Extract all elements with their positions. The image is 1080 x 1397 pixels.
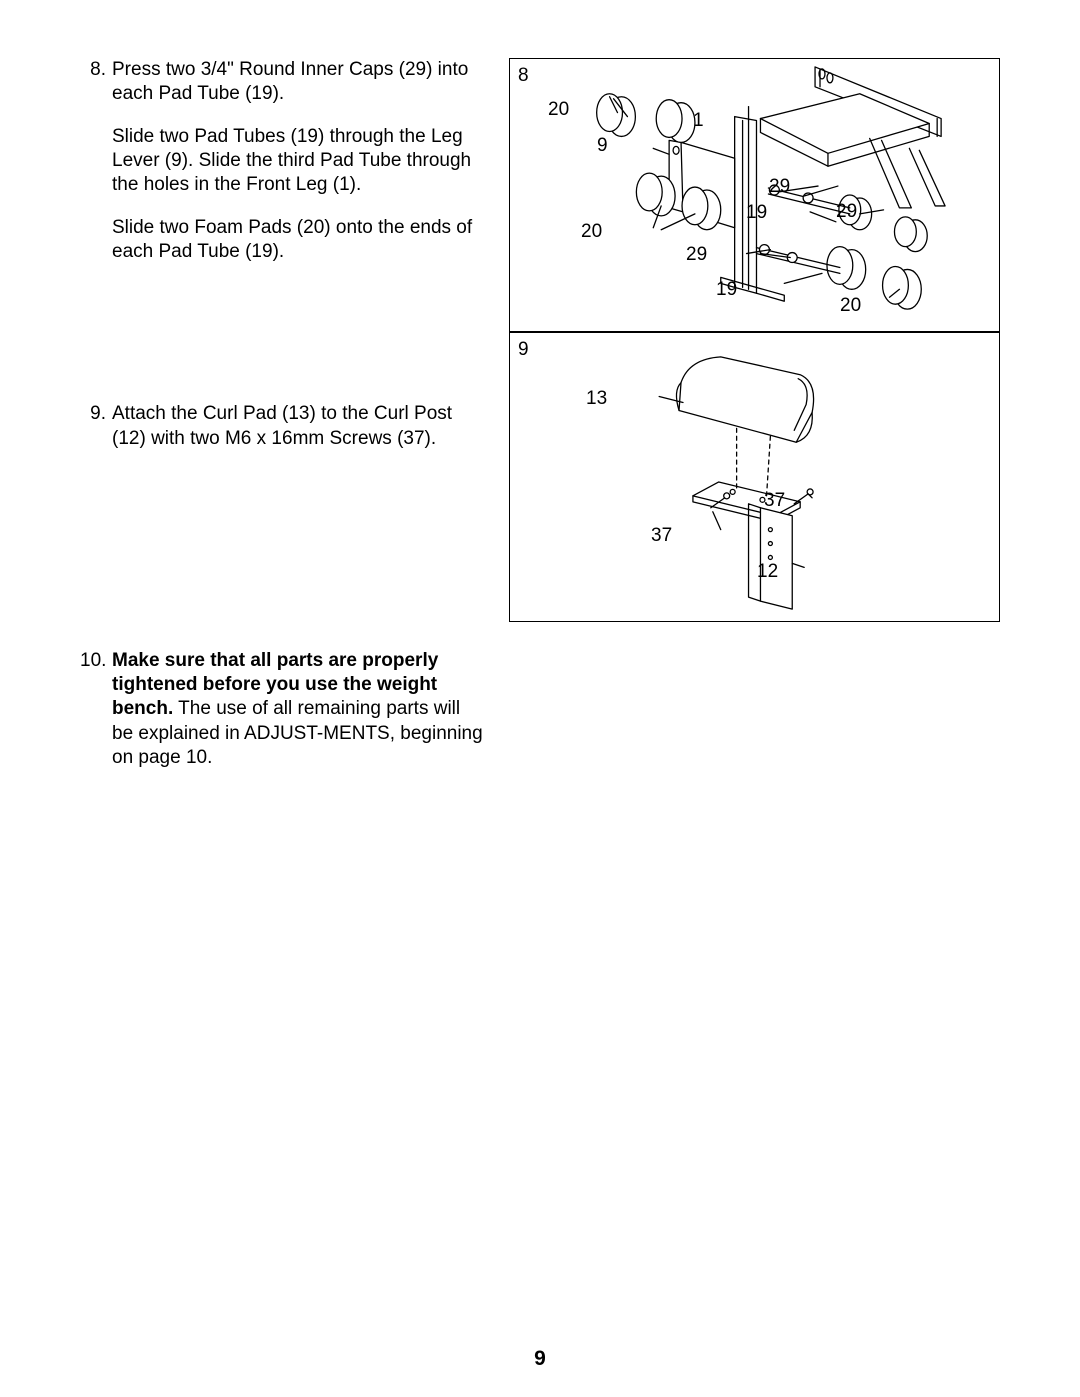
figure-number: 8 [518, 65, 529, 87]
callout: 29 [686, 244, 707, 266]
page-number: 9 [0, 1347, 1080, 1371]
callout: 12 [757, 561, 778, 583]
callout: 20 [840, 295, 861, 317]
callout: 13 [586, 388, 607, 410]
callout: 19 [746, 202, 767, 224]
step-number: 10. [80, 649, 112, 771]
figure-9-svg [510, 333, 999, 621]
step-paragraph: Press two 3/4" Round Inner Caps (29) int… [112, 58, 485, 107]
step-10: 10. Make sure that all parts are properl… [80, 649, 485, 771]
callout: 37 [764, 490, 785, 512]
callout: 19 [716, 279, 737, 301]
spacer [80, 284, 485, 402]
callout: 1 [693, 110, 704, 132]
step-paragraph: Slide two Pad Tubes (19) through the Leg… [112, 125, 485, 198]
callout: 37 [651, 525, 672, 547]
step-body: Make sure that all parts are properly ti… [112, 649, 485, 771]
callout: 9 [597, 135, 608, 157]
step-number: 8. [80, 58, 112, 264]
step-paragraph: Make sure that all parts are properly ti… [112, 649, 485, 771]
instructions-column: 8. Press two 3/4" Round Inner Caps (29) … [80, 58, 485, 790]
step-8: 8. Press two 3/4" Round Inner Caps (29) … [80, 58, 485, 264]
figure-8-svg [510, 59, 999, 331]
spacer [80, 471, 485, 649]
callout: 29 [769, 176, 790, 198]
callout: 29 [836, 201, 857, 223]
step-body: Attach the Curl Pad (13) to the Curl Pos… [112, 402, 485, 451]
step-paragraph: Slide two Foam Pads (20) onto the ends o… [112, 216, 485, 265]
step-paragraph: Attach the Curl Pad (13) to the Curl Pos… [112, 402, 485, 451]
step-body: Press two 3/4" Round Inner Caps (29) int… [112, 58, 485, 264]
manual-page: 8. Press two 3/4" Round Inner Caps (29) … [0, 0, 1080, 1397]
callout: 20 [581, 221, 602, 243]
callout: 20 [548, 99, 569, 121]
figure-8: 8 [509, 58, 1000, 332]
step-9: 9. Attach the Curl Pad (13) to the Curl … [80, 402, 485, 451]
figure-9: 9 [509, 332, 1000, 622]
step-number: 9. [80, 402, 112, 451]
two-column-layout: 8. Press two 3/4" Round Inner Caps (29) … [80, 58, 1000, 790]
figure-number: 9 [518, 339, 529, 361]
figures-column: 8 [509, 58, 1000, 790]
